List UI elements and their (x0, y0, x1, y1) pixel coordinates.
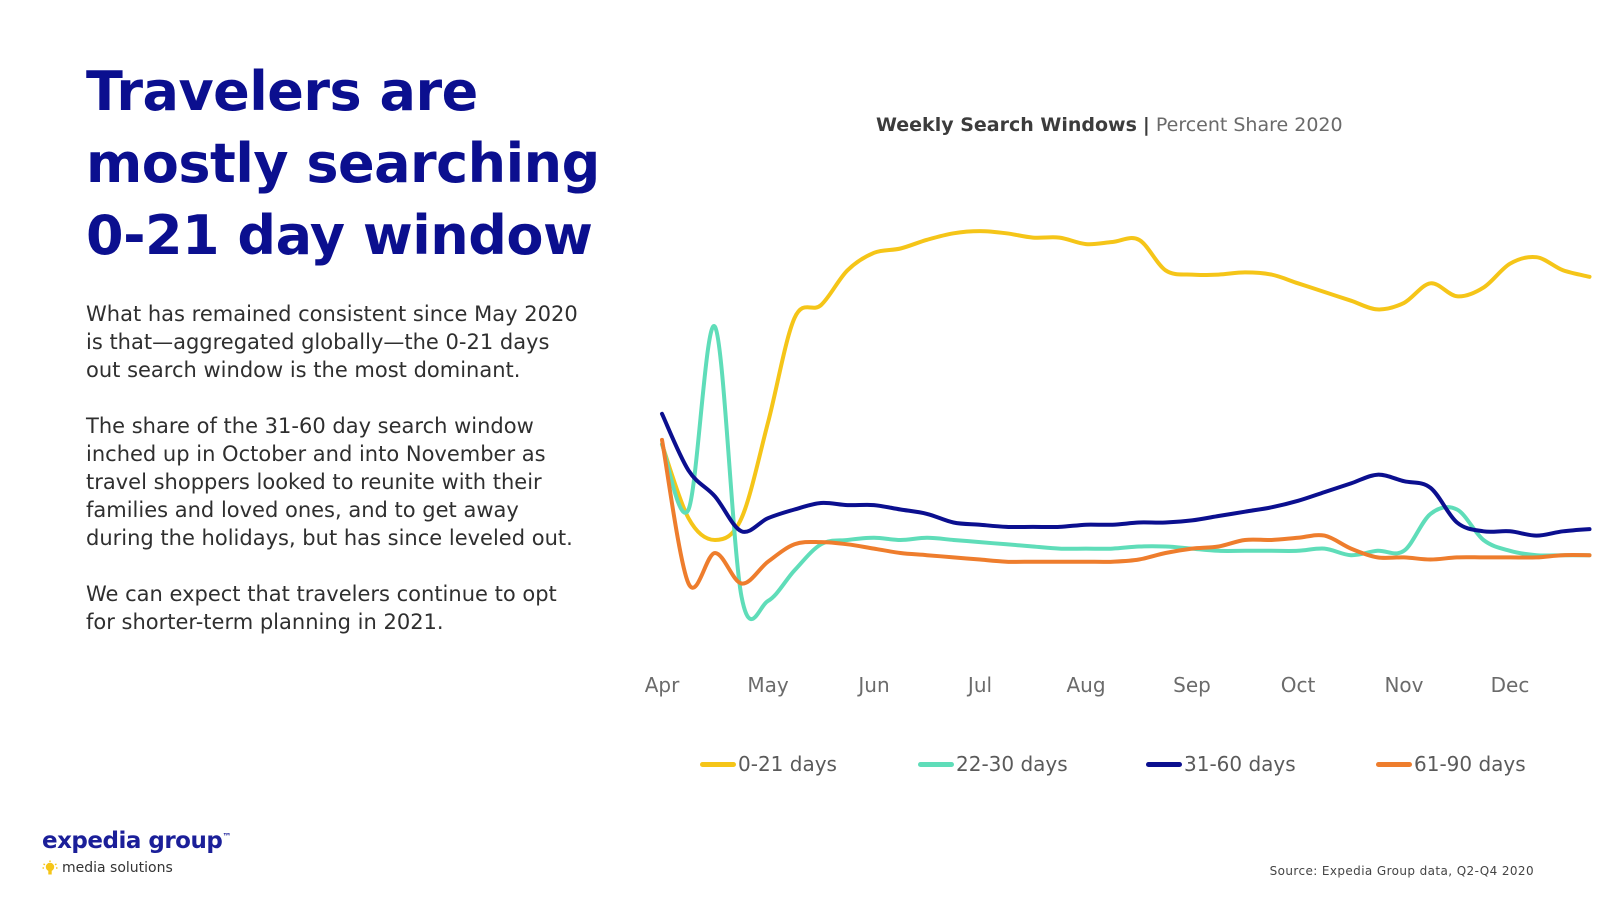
chart-title-separator: | (1142, 114, 1150, 136)
chart-legend: 0-21 days 22-30 days 31-60 days 61-90 da… (700, 752, 1580, 782)
headline: Travelers are mostly searching 0-21 day … (86, 56, 646, 272)
logo-wordmark-text: expedia group (42, 828, 223, 854)
lightbulb-icon (42, 860, 58, 875)
body-paragraph-1: What has remained consistent since May 2… (86, 302, 578, 382)
series-line-22-30-days (660, 324, 1592, 622)
x-tick-label-aug: Aug (1066, 673, 1105, 697)
legend-swatch-31-60-days (1146, 761, 1182, 767)
legend-item-31-60-days: 31-60 days (1146, 752, 1296, 776)
series-line-31-60-days (660, 411, 1592, 538)
legend-item-0-21-days: 0-21 days (700, 752, 837, 776)
x-tick-label-sep: Sep (1173, 673, 1211, 697)
line-chart: Apr May Jun Jul Aug Sep Oct Nov Dec (645, 229, 1592, 697)
legend-label-22-30-days: 22-30 days (956, 752, 1068, 776)
series-layer (660, 229, 1592, 622)
x-tick-label-nov: Nov (1384, 673, 1423, 697)
body-paragraph-2: The share of the 31-60 day search window… (86, 414, 573, 550)
expedia-group-logo: expedia group™ media solutions (40, 828, 270, 884)
x-axis-ticks: Apr May Jun Jul Aug Sep Oct Nov Dec (645, 673, 1530, 697)
legend-label-61-90-days: 61-90 days (1414, 752, 1526, 776)
x-tick-label-jun: Jun (856, 673, 889, 697)
logo-tagline: media solutions (62, 860, 173, 876)
logo-trademark: ™ (222, 832, 231, 843)
legend-swatch-22-30-days (918, 761, 954, 767)
chart-subtitle: Percent Share 2020 (1155, 114, 1343, 136)
legend-swatch-61-90-days (1376, 761, 1412, 767)
logo-wordmark: expedia group™ (42, 828, 231, 854)
body-paragraph-3: We can expect that travelers continue to… (86, 582, 557, 634)
legend-swatch-0-21-days (700, 761, 736, 767)
x-tick-label-oct: Oct (1281, 673, 1316, 697)
body-copy: What has remained consistent since May 2… (86, 300, 586, 664)
legend-item-61-90-days: 61-90 days (1376, 752, 1526, 776)
source-note: Source: Expedia Group data, Q2-Q4 2020 (1269, 864, 1534, 878)
headline-line-1: Travelers are (86, 60, 478, 123)
x-tick-label-apr: Apr (645, 673, 680, 697)
x-tick-label-dec: Dec (1491, 673, 1530, 697)
legend-label-0-21-days: 0-21 days (738, 752, 837, 776)
x-tick-label-jul: Jul (966, 673, 992, 697)
headline-line-3: 0-21 day window (86, 204, 593, 267)
chart-title: Weekly Search Windows | Percent Share 2020 (876, 114, 1343, 136)
legend-label-31-60-days: 31-60 days (1184, 752, 1296, 776)
chart-title-main: Weekly Search Windows (876, 114, 1137, 136)
series-line-61-90-days (660, 437, 1592, 590)
x-tick-label-may: May (747, 673, 789, 697)
legend-item-22-30-days: 22-30 days (918, 752, 1068, 776)
series-line-0-21-days (660, 229, 1592, 542)
headline-line-2: mostly searching (86, 132, 600, 195)
